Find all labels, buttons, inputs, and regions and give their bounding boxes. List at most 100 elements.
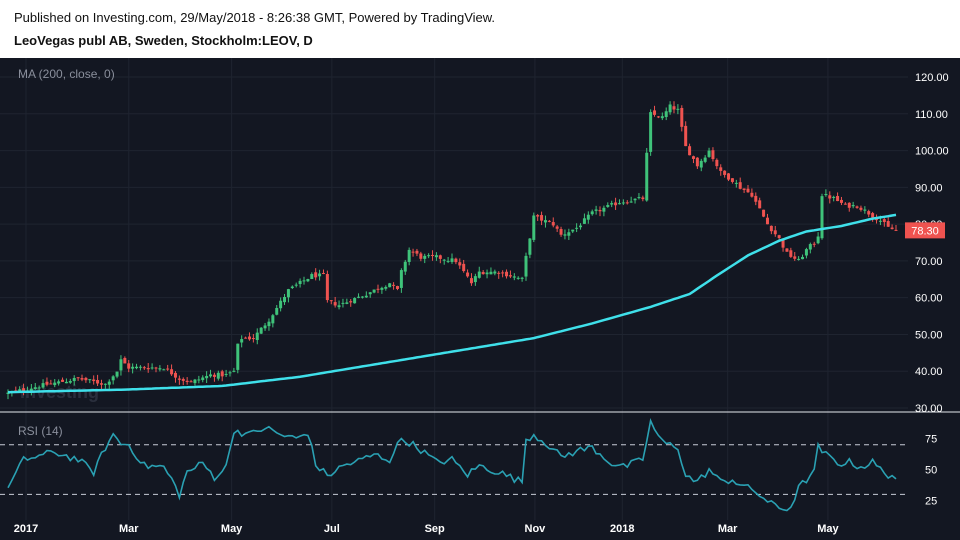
candle-body — [49, 383, 53, 385]
candle-body — [446, 260, 450, 262]
candle-body — [551, 222, 555, 226]
candle-body — [734, 182, 738, 184]
candle-body — [349, 301, 353, 303]
candle-body — [228, 372, 232, 374]
chart[interactable]: Investing 120.00110.00100.0090.0080.0070… — [0, 58, 960, 540]
candle-body — [380, 287, 384, 290]
candle-body — [781, 238, 785, 248]
candle-body — [812, 243, 816, 245]
time-tick-label: May — [817, 523, 839, 535]
candle-body — [765, 217, 769, 225]
candle-body — [419, 253, 423, 259]
price-tick-label: 120.00 — [915, 72, 949, 84]
candle-body — [150, 367, 154, 369]
candle-body — [325, 274, 329, 301]
candle-body — [789, 250, 793, 257]
candle-body — [890, 227, 894, 230]
candle-body — [512, 276, 516, 278]
candle-body — [602, 207, 606, 212]
ma-200-line — [7, 213, 897, 394]
candle-body — [769, 225, 773, 232]
candle-body — [847, 202, 851, 208]
candle-body — [540, 215, 544, 221]
candle-body — [341, 302, 345, 304]
candle-body — [516, 277, 520, 279]
chart-background — [0, 58, 960, 540]
candle-body — [170, 369, 174, 375]
candle-body — [758, 200, 762, 209]
candle-body — [688, 146, 692, 156]
axes: 120.00110.00100.0090.0080.0070.0060.0050… — [14, 72, 949, 535]
candle-body — [29, 388, 33, 391]
rsi-line — [7, 418, 897, 512]
rsi-panel[interactable] — [0, 418, 908, 512]
candle-body — [828, 195, 832, 199]
candle-body — [843, 203, 847, 205]
candle-body — [173, 372, 177, 378]
candle-body — [279, 300, 283, 309]
candle-body — [205, 375, 209, 379]
candle-body — [637, 197, 641, 199]
candle-body — [582, 218, 586, 224]
candle-body — [154, 367, 158, 369]
price-tick-label: 90.00 — [915, 182, 943, 194]
candle-body — [376, 288, 380, 290]
time-tick-label: Jul — [324, 523, 340, 535]
candle-body — [251, 338, 255, 340]
candle-body — [532, 215, 536, 240]
candle-body — [719, 167, 723, 171]
candle-body — [727, 173, 731, 180]
candle-body — [621, 202, 625, 204]
candle-body — [99, 383, 103, 385]
candle-body — [181, 378, 185, 381]
candle-body — [691, 156, 695, 159]
candle-body — [617, 203, 621, 205]
candle-body — [216, 372, 220, 379]
candle-body — [785, 248, 789, 252]
candle-body — [571, 229, 575, 232]
candle-body — [357, 296, 361, 298]
candle-body — [318, 273, 322, 277]
candle-body — [808, 244, 812, 250]
candle-body — [469, 278, 473, 284]
candle-body — [333, 302, 337, 306]
candle-body — [96, 379, 100, 384]
candle-body — [836, 195, 840, 202]
candle-body — [633, 198, 637, 201]
candle-body — [294, 284, 298, 286]
candle-body — [664, 111, 668, 118]
candle-body — [886, 221, 890, 227]
candle-body — [567, 232, 571, 236]
candle-body — [201, 377, 205, 381]
candle-body — [384, 286, 388, 289]
candle-body — [481, 272, 485, 275]
rsi-tick-label: 75 — [925, 434, 937, 446]
candle-body — [423, 255, 427, 259]
candle-body — [816, 236, 820, 244]
candle-body — [22, 388, 26, 391]
candle-body — [723, 170, 727, 175]
candle-body — [314, 272, 318, 278]
candle-body — [793, 256, 797, 259]
candle-body — [629, 201, 633, 203]
candle-body — [801, 256, 805, 260]
price-panel[interactable] — [6, 101, 898, 400]
candle-body — [820, 196, 824, 239]
candle-body — [142, 367, 146, 369]
candle-body — [575, 227, 579, 229]
candle-body — [80, 378, 84, 380]
candle-body — [177, 378, 181, 380]
candle-body — [399, 270, 403, 288]
time-tick-label: Mar — [119, 523, 139, 535]
candle-body — [754, 195, 758, 202]
candle-body — [649, 112, 653, 152]
candle-body — [746, 188, 750, 193]
time-tick-label: Sep — [425, 523, 445, 535]
candle-body — [528, 238, 532, 255]
candle-body — [403, 261, 407, 272]
candle-body — [660, 116, 664, 119]
candle-body — [255, 332, 259, 341]
candle-body — [236, 343, 240, 370]
candle-body — [839, 199, 843, 203]
candle-body — [555, 226, 559, 229]
